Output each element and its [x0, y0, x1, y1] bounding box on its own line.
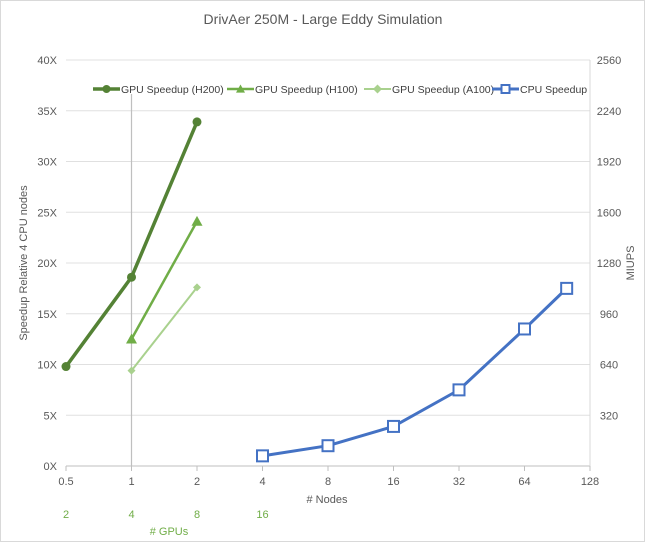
y-tick-label: 40X	[37, 55, 57, 67]
gridlines	[66, 59, 590, 416]
y-tick-label: 25X	[37, 207, 57, 219]
x-tick-label: 32	[453, 476, 465, 488]
x-axis-title: # Nodes	[307, 494, 348, 506]
gpu-axis-title: # GPUs	[150, 526, 189, 538]
y-tick-label: 0X	[44, 461, 58, 473]
legend-label: GPU Speedup (A100)	[392, 84, 494, 96]
data-point	[373, 84, 382, 94]
data-point	[500, 84, 511, 94]
legend-label: GPU Speedup (H100)	[255, 84, 358, 96]
y-tick-label: 30X	[37, 157, 57, 169]
y-tick-label: 15X	[37, 309, 57, 321]
data-point	[518, 322, 531, 336]
series-line	[262, 287, 568, 458]
series-gpu-speedup-h100	[126, 215, 203, 344]
y-tick-label: 35X	[37, 106, 57, 118]
y2-axis-title: MIUPS	[625, 246, 637, 281]
y2-tick-label: 2560	[597, 55, 621, 67]
series-gpu-speedup-h200	[61, 117, 202, 372]
legend-item: CPU Speedup	[492, 84, 587, 96]
gpu-tick-label: 4	[128, 509, 134, 521]
data-point	[560, 281, 574, 295]
x-tick-label: 8	[325, 476, 331, 488]
data-point	[61, 362, 71, 372]
y-tick-label: 20X	[37, 258, 57, 270]
legend-item: GPU Speedup (H200)	[93, 84, 224, 96]
data-point	[192, 117, 202, 127]
y2-tick-label: 1920	[597, 157, 621, 169]
data-point	[126, 333, 137, 344]
y2-tick-label: 1280	[597, 258, 621, 270]
data-point	[452, 383, 466, 397]
gpu-tick-label: 8	[194, 509, 200, 521]
data-point	[256, 449, 269, 463]
series-line	[130, 286, 198, 372]
gpu-tick-label: 2	[63, 509, 69, 521]
data-point	[387, 419, 400, 433]
x-tick-label: 2	[194, 476, 200, 488]
x-tick-label: 64	[518, 476, 530, 488]
chart-title: DrivAer 250M - Large Eddy Simulation	[204, 11, 443, 27]
legend-label: GPU Speedup (H200)	[121, 84, 224, 96]
data-point	[127, 366, 136, 375]
y-tick-label: 5X	[44, 410, 58, 422]
series-layer	[61, 117, 574, 463]
data-point	[102, 85, 111, 93]
data-point	[193, 283, 201, 292]
y-tick-label: 10X	[37, 360, 57, 372]
data-point	[191, 215, 203, 226]
y2-tick-label: 640	[600, 360, 618, 372]
data-point	[127, 272, 136, 282]
y2-tick-label: 1600	[597, 207, 621, 219]
x-tick-label: 4	[259, 476, 265, 488]
x-tick-label: 1	[128, 476, 134, 488]
legend-label: CPU Speedup	[520, 84, 587, 96]
y2-tick-label: 960	[600, 309, 618, 321]
legend-item: GPU Speedup (H100)	[227, 84, 358, 96]
series-gpu-speedup-a100	[127, 283, 201, 375]
axes: 0X5X10X15X20X25X30X35X40X320640960128016…	[37, 55, 621, 521]
series-line	[130, 220, 199, 340]
gpu-tick-label: 16	[256, 509, 268, 521]
legend: GPU Speedup (H200) GPU Speedup (H100) GPU …	[93, 84, 587, 96]
y2-tick-label: 320	[600, 410, 618, 422]
x-tick-label: 128	[581, 476, 599, 488]
legend-item: GPU Speedup (A100)	[364, 84, 494, 96]
y2-tick-label: 2240	[597, 106, 621, 118]
series-cpu-speedup	[256, 281, 574, 463]
data-point	[236, 84, 245, 93]
x-tick-label: 16	[387, 476, 399, 488]
data-point	[321, 439, 335, 453]
x-tick-label: 0.5	[58, 476, 73, 488]
y-axis-title: Speedup Relative 4 CPU nodes	[18, 185, 30, 341]
